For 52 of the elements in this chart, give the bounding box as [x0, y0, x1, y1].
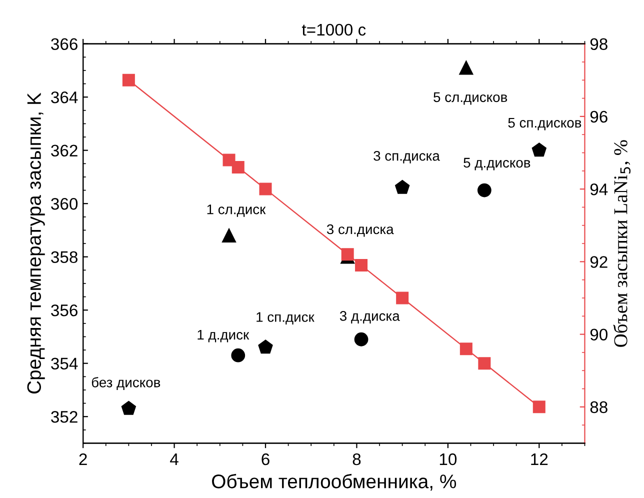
y-tick-label: 358	[51, 251, 78, 264]
y-tick-label: 360	[51, 198, 78, 210]
point	[396, 292, 409, 304]
point	[478, 357, 491, 370]
annotation: 5 сп.дисков	[508, 118, 582, 130]
annotation: без дисков	[92, 377, 160, 390]
y2-tick-label: 90	[590, 328, 608, 340]
point	[532, 400, 546, 414]
y2-tick-label: 98	[590, 38, 608, 50]
x-tick-label: 10	[440, 453, 457, 466]
y-tick-label: 364	[51, 91, 78, 104]
x-tick-label: 2	[79, 453, 87, 466]
point	[122, 74, 135, 86]
point	[121, 400, 136, 415]
annotation: 5 д.дисков	[464, 158, 530, 170]
y-tick-label: 362	[51, 144, 78, 157]
annotation: 5 сл.дисков	[434, 92, 508, 105]
annotation: 3 сл.диска	[326, 224, 394, 237]
point	[232, 161, 244, 174]
x-axis-title: Объем теплообменника, %	[212, 474, 456, 491]
point	[477, 183, 492, 198]
x-tick-label: 8	[352, 453, 361, 466]
y-tick-label: 354	[51, 358, 78, 370]
point	[459, 60, 474, 75]
point	[354, 332, 368, 346]
y-tick-label: 356	[51, 304, 78, 316]
annotation: 1 сп.диск	[256, 312, 314, 325]
annotation: 1 сл.диск	[207, 204, 266, 217]
annotation: 1 д.диск	[198, 330, 250, 342]
point	[259, 182, 272, 196]
point	[460, 342, 472, 356]
y2-tick-label: 96	[590, 110, 608, 123]
point	[258, 340, 273, 354]
y-tick-label: 366	[51, 38, 78, 50]
point	[355, 259, 368, 272]
point	[231, 348, 246, 362]
y2-tick-label: 88	[590, 401, 608, 414]
y2-axis-title: Объем засыпки LaNi$_{5}$, %	[613, 140, 630, 347]
annotation: 3 д.диска	[340, 311, 400, 324]
point	[395, 180, 410, 194]
y-tick-label: 352	[51, 410, 78, 423]
chart-title: t=1000 с	[302, 24, 366, 36]
y-axis-title: Средняя температура засыпки, K	[27, 92, 45, 394]
x-tick-label: 6	[262, 453, 270, 466]
point	[222, 228, 236, 242]
x-tick-label: 12	[531, 453, 548, 466]
annotation: 3 сп.диска	[374, 150, 440, 164]
y2-tick-label: 92	[590, 256, 608, 268]
y2-tick-label: 94	[590, 183, 608, 196]
point	[341, 248, 354, 261]
point	[532, 142, 546, 157]
x-tick-label: 4	[170, 454, 178, 466]
